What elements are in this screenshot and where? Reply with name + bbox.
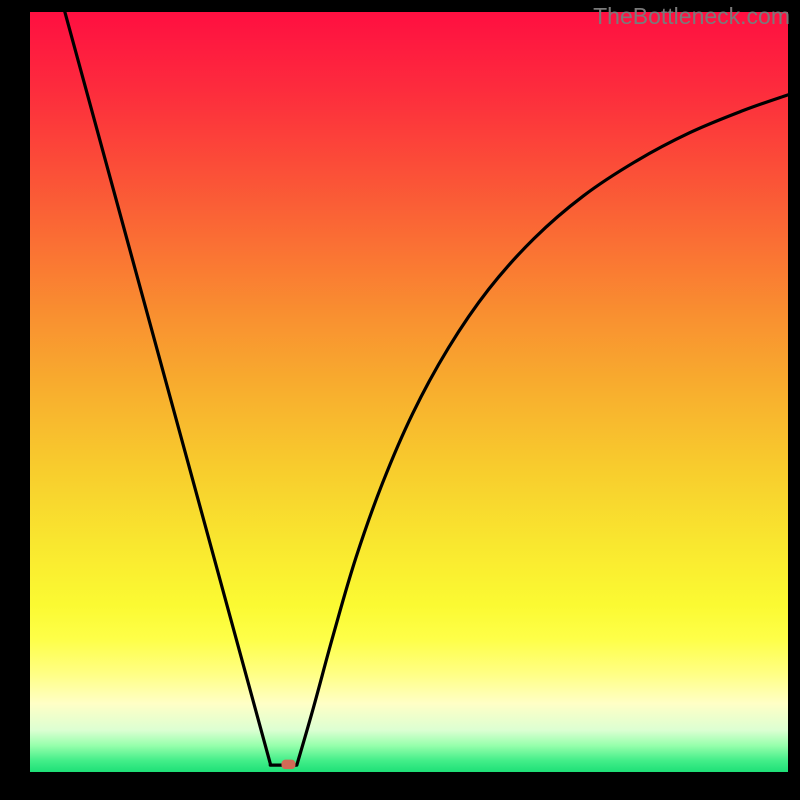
watermark-text: TheBottleneck.com bbox=[593, 3, 790, 30]
gradient-background bbox=[30, 12, 788, 772]
frame-right bbox=[788, 0, 800, 800]
optimal-point-marker bbox=[281, 760, 295, 770]
frame-left bbox=[0, 0, 30, 800]
frame-bottom bbox=[0, 772, 800, 800]
plot-area bbox=[30, 12, 788, 772]
chart-svg bbox=[30, 12, 788, 772]
